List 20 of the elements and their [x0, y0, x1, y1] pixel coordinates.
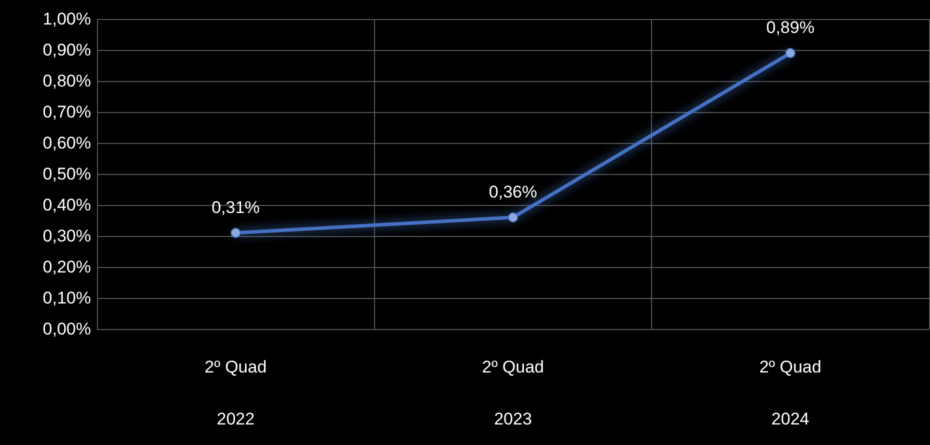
- y-tick-label: 0,70%: [42, 102, 91, 122]
- y-tick-label: 0,10%: [42, 288, 91, 308]
- y-tick-label: 0,40%: [42, 196, 91, 214]
- y-tick-label: 0,20%: [42, 258, 91, 276]
- data-label: 0,36%: [488, 182, 538, 202]
- y-tick-label: 0,50%: [42, 164, 91, 184]
- point: [230, 228, 241, 238]
- y-tick-label: 0,30%: [42, 226, 91, 246]
- data-label: 0,31%: [212, 198, 260, 217]
- y-tick-label: 0,80%: [42, 72, 91, 90]
- category-label: 2º Quad 2023: [482, 358, 544, 428]
- y-tick-label: 0,90%: [42, 40, 91, 60]
- y-tick-label: 0,60%: [42, 134, 91, 152]
- y-tick-label: 0,00%: [42, 320, 91, 338]
- point: [508, 212, 518, 222]
- y-tick-label: 1,00%: [42, 10, 91, 28]
- data-label: 0,89%: [766, 18, 814, 38]
- point: [785, 48, 796, 58]
- category-label: 2º Quad 2022: [204, 358, 267, 428]
- category-label: 2º Quad 2024: [759, 358, 822, 428]
